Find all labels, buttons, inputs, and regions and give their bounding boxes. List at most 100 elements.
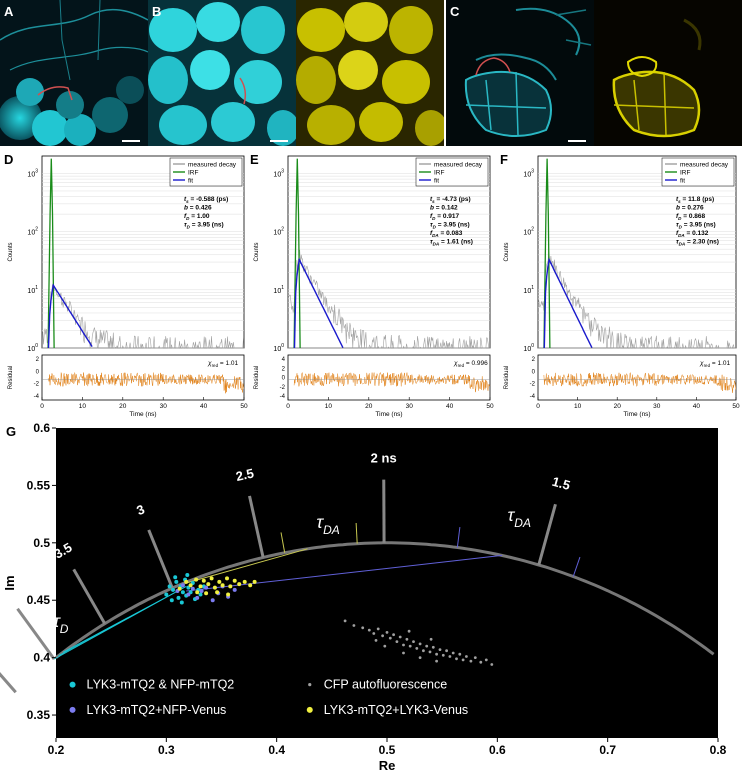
residual-tick-label: -2 — [280, 385, 286, 391]
ytick-exponent: 1 — [281, 285, 284, 291]
fit-parameter: τD = 3.95 (ns) — [430, 222, 470, 230]
param-value: = -4.73 (ps) — [435, 196, 471, 203]
micrograph-b-cyan: B — [148, 0, 296, 146]
data-point — [213, 586, 217, 590]
ytick-exponent: 2 — [531, 227, 534, 233]
data-point — [425, 645, 428, 648]
data-point — [429, 651, 432, 654]
legend-label: IRF — [680, 170, 691, 177]
x-tick-label: 50 — [732, 403, 740, 410]
panel-label-c: C — [450, 4, 459, 19]
x-tick-label: 40 — [200, 403, 208, 410]
x-tick-label: 40 — [693, 403, 701, 410]
y-tick-label: 0.6 — [33, 421, 50, 435]
residual-axis-label: Residual — [254, 366, 260, 389]
data-point — [462, 659, 465, 662]
residual-tick-label: -4 — [280, 394, 286, 400]
data-point — [479, 661, 482, 664]
ytick-exponent: 3 — [35, 168, 38, 174]
data-point — [178, 587, 182, 591]
data-point — [452, 652, 455, 655]
fit-parameter: ts = -4.73 (ps) — [430, 196, 471, 204]
ytick-label: 102 — [523, 227, 534, 237]
ytick-label: 103 — [27, 168, 38, 178]
data-point — [344, 620, 347, 623]
ytick-label: 102 — [27, 227, 38, 237]
ytick-label: 100 — [273, 343, 284, 353]
y-axis-label: Counts — [8, 242, 14, 261]
ytick-label: 101 — [27, 285, 38, 295]
data-point — [361, 626, 364, 629]
data-point — [204, 586, 208, 590]
panel-label-g: G — [6, 424, 16, 439]
data-point — [368, 629, 371, 632]
param-value: = 1.61 (ns) — [439, 239, 473, 246]
x-tick-label: 0 — [536, 403, 540, 410]
legend-label: fit — [680, 178, 685, 185]
chi-value: = 1.01 — [710, 360, 730, 367]
data-point — [206, 582, 210, 586]
data-point — [372, 632, 375, 635]
y-tick-label: 0.35 — [27, 708, 51, 722]
data-point — [406, 638, 409, 641]
tau-subscript: DA — [323, 523, 340, 537]
ytick-exponent: 0 — [531, 343, 534, 349]
data-point — [195, 596, 199, 600]
data-point — [465, 655, 468, 658]
ytick-label: 102 — [273, 227, 284, 237]
residual-tick-label: 0 — [282, 376, 286, 382]
data-point — [419, 643, 422, 646]
ytick-exponent: 1 — [531, 285, 534, 291]
residual-tick-label: 0 — [532, 369, 536, 375]
data-point — [415, 647, 418, 650]
param-value: = 0.083 — [439, 230, 463, 237]
data-point — [449, 655, 452, 658]
fit-parameter: b = 0.142 — [430, 205, 458, 212]
data-point — [164, 593, 168, 597]
micrograph-c-yellow — [594, 0, 742, 146]
phasor-plot-panel: G4.543.532.52 ns1.5τDτDAτDA0.20.30.40.50… — [0, 418, 742, 774]
residual-tick-label: 2 — [532, 357, 536, 363]
legend-label: measured decay — [434, 162, 483, 169]
x-tick-label: 0.8 — [710, 743, 727, 757]
data-point — [186, 593, 190, 597]
data-point — [233, 588, 237, 592]
data-point — [392, 633, 395, 636]
ytick-exponent: 3 — [531, 168, 534, 174]
x-tick-label: 0.5 — [379, 743, 396, 757]
lifetime-tick — [0, 646, 16, 693]
x-tick-label: 0.7 — [599, 743, 616, 757]
legend-label: IRF — [188, 170, 199, 177]
data-point — [237, 582, 241, 586]
scale-bar-b — [270, 140, 288, 142]
data-point — [174, 580, 178, 584]
param-value: = 0.142 — [434, 205, 458, 212]
data-point — [200, 589, 204, 593]
fit-parameter: b = 0.276 — [676, 205, 704, 212]
param-value: = 11.8 (ps) — [681, 196, 714, 203]
data-point — [435, 660, 438, 663]
x-tick-label: 0.2 — [48, 743, 65, 757]
data-point — [177, 596, 181, 600]
data-point — [202, 579, 206, 583]
micrograph-a: A — [0, 0, 148, 146]
data-point — [170, 598, 174, 602]
residual-tick-label: 2 — [282, 366, 286, 372]
x-axis-label: Time (ns) — [623, 411, 650, 418]
tau-subscript: DA — [514, 516, 531, 530]
data-point — [402, 644, 405, 647]
micrograph-c-cyan: C — [446, 0, 594, 146]
x-tick-label: 30 — [653, 403, 661, 410]
data-point — [181, 583, 185, 587]
data-point — [210, 576, 214, 580]
y-axis-label: Counts — [254, 242, 260, 261]
x-tick-label: 10 — [325, 403, 333, 410]
data-point — [228, 584, 232, 588]
residual-tick-label: 0 — [36, 369, 40, 375]
data-point — [173, 575, 177, 579]
legend-label: LYK3-mTQ2 & NFP-mTQ2 — [87, 678, 235, 692]
y-axis-label: Counts — [504, 242, 510, 261]
scale-bar-c — [568, 140, 586, 142]
